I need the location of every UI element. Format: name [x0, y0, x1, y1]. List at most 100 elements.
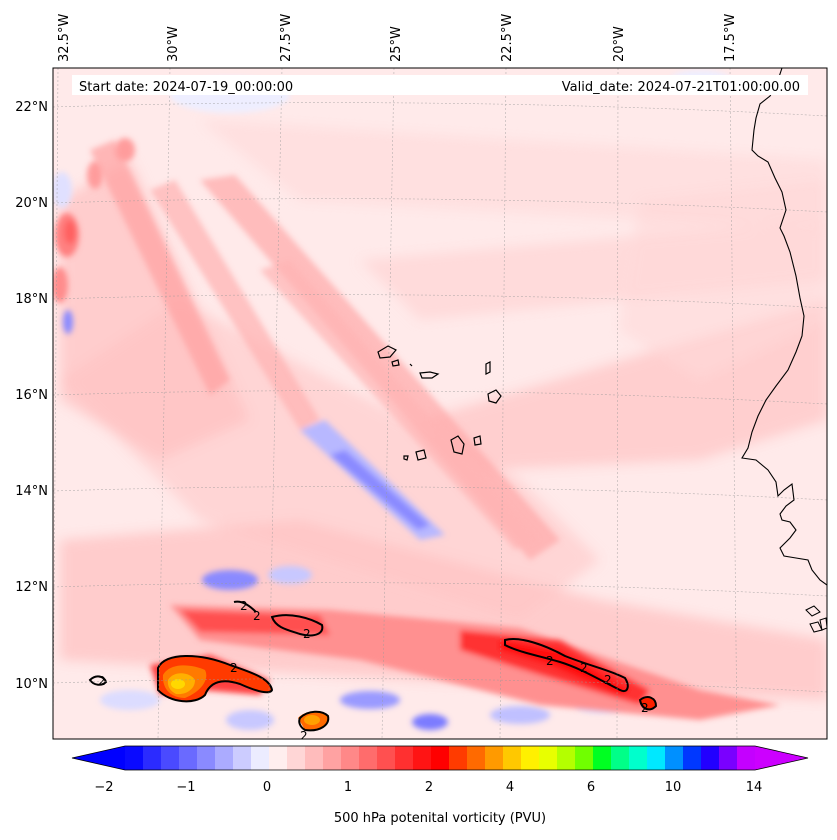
colorbar-bin — [683, 746, 702, 770]
colorbar-bin — [593, 746, 612, 770]
colorbar-bin — [503, 746, 522, 770]
contour-west-strip — [270, 614, 324, 637]
colorbar-bin — [719, 746, 738, 770]
colorbar-under-arrow — [72, 746, 125, 770]
lat-label: 10°N — [15, 677, 48, 692]
cape-verde-islands — [377, 345, 502, 461]
colorbar-bin — [575, 746, 594, 770]
colorbar-bin — [647, 746, 666, 770]
colorbar-bin — [341, 746, 360, 770]
contour-east-strip — [504, 638, 629, 692]
colorbar-tick-label: 0 — [263, 780, 271, 795]
pv-2-contours — [88, 600, 658, 732]
colorbar-bin — [539, 746, 558, 770]
colorbar-bin — [305, 746, 324, 770]
map-frame — [52, 67, 828, 740]
colorbar-bin — [377, 746, 396, 770]
colorbar-title: 500 hPa potenital vorticity (PVU) — [334, 811, 546, 826]
island-outline — [485, 361, 491, 375]
colorbar-bin — [323, 746, 342, 770]
contour-label: 2 — [546, 654, 554, 668]
colorbar-over-arrow — [755, 746, 808, 770]
bijagos-islands — [805, 605, 821, 617]
colorbar-bin — [449, 746, 468, 770]
lat-label: 16°N — [15, 388, 48, 403]
colorbar-bin — [269, 746, 288, 770]
lon-label: 30°W — [166, 26, 181, 62]
lon-label: 32.5°W — [57, 14, 72, 62]
colorbar-bin — [701, 746, 720, 770]
start-date-label: Start date: 2024-07-19_00:00:00 — [79, 80, 293, 95]
lat-label: 22°N — [15, 100, 48, 115]
longitude-labels: 32.5°W 30°W 27.5°W 25°W 22.5°W 20°W 17.5… — [57, 14, 738, 62]
colorbar-bin — [521, 746, 540, 770]
lat-label: 12°N — [15, 580, 48, 595]
contour-west-blob — [88, 675, 108, 686]
lon-label: 22.5°W — [500, 14, 515, 62]
contour-label: 2 — [230, 661, 238, 675]
island-outline — [377, 345, 397, 359]
pv-field: 2 2 2 2 2 2 2 2 2 2 — [53, 68, 827, 743]
lon-label: 27.5°W — [279, 14, 294, 62]
colorbar-bin — [557, 746, 576, 770]
contour-east-blob — [638, 696, 658, 711]
colorbar-bin — [233, 746, 252, 770]
colorbar-bin — [359, 746, 378, 770]
colorbar-tick-label: 6 — [587, 780, 595, 795]
colorbar-bin — [125, 746, 144, 770]
colorbar-bin — [395, 746, 414, 770]
contour-label: 2 — [303, 627, 311, 641]
island-outline — [487, 389, 502, 404]
colorbar-ticks: −2 −1 0 1 2 4 6 10 14 — [94, 780, 762, 795]
colorbar-bin — [179, 746, 198, 770]
colorbar-bin — [485, 746, 504, 770]
colorbar-bin — [611, 746, 630, 770]
colorbar: −2 −1 0 1 2 4 6 10 14 500 hPa potenital … — [71, 745, 809, 826]
island-outline — [450, 435, 465, 455]
pv-contour-labels: 2 2 2 2 2 2 2 2 2 2 — [98, 599, 649, 743]
colorbar-bin — [737, 746, 756, 770]
contour-label: 2 — [240, 599, 248, 613]
lat-label: 14°N — [15, 484, 48, 499]
colorbar-bin — [665, 746, 684, 770]
colorbar-tick-label: −2 — [94, 780, 113, 795]
colorbar-bin — [629, 746, 648, 770]
colorbar-bin — [143, 746, 162, 770]
colorbar-bin — [215, 746, 234, 770]
lon-label: 17.5°W — [723, 14, 738, 62]
contour-south-blob — [298, 710, 330, 732]
lat-label: 18°N — [15, 292, 48, 307]
contour-label: 2 — [253, 609, 261, 623]
date-info-box — [72, 75, 808, 95]
island-outline — [473, 435, 482, 446]
colorbar-bin — [413, 746, 432, 770]
contour-label: 2 — [300, 729, 308, 743]
africa-coastline — [741, 68, 827, 586]
pv-light-bands — [60, 120, 827, 700]
contour-label: 2 — [580, 661, 588, 675]
bijagos-islands — [819, 617, 827, 631]
colorbar-bin — [251, 746, 270, 770]
island-outline — [409, 363, 413, 367]
island-outline — [391, 359, 400, 367]
colorbar-tick-label: −1 — [176, 780, 195, 795]
colorbar-tick-label: 10 — [665, 780, 682, 795]
colorbar-bin — [197, 746, 216, 770]
island-outline — [403, 455, 409, 461]
colorbar-bin — [287, 746, 306, 770]
colorbar-outline — [71, 745, 809, 771]
colorbar-bins — [125, 746, 756, 770]
lon-label: 25°W — [389, 26, 404, 62]
colorbar-tick-label: 1 — [344, 780, 352, 795]
latitude-labels: 22°N 20°N 18°N 16°N 14°N 12°N 10°N — [15, 100, 48, 692]
lon-label: 20°W — [612, 26, 627, 62]
colorbar-tick-label: 2 — [425, 780, 433, 795]
contour-north-segment — [233, 600, 257, 613]
colorbar-tick-label: 4 — [506, 780, 514, 795]
pv-diagonal-streaks — [90, 140, 560, 560]
lat-label: 20°N — [15, 196, 48, 211]
contour-label: 2 — [641, 701, 649, 715]
contour-label: 2 — [98, 674, 106, 688]
contour-main-blob — [157, 655, 274, 703]
